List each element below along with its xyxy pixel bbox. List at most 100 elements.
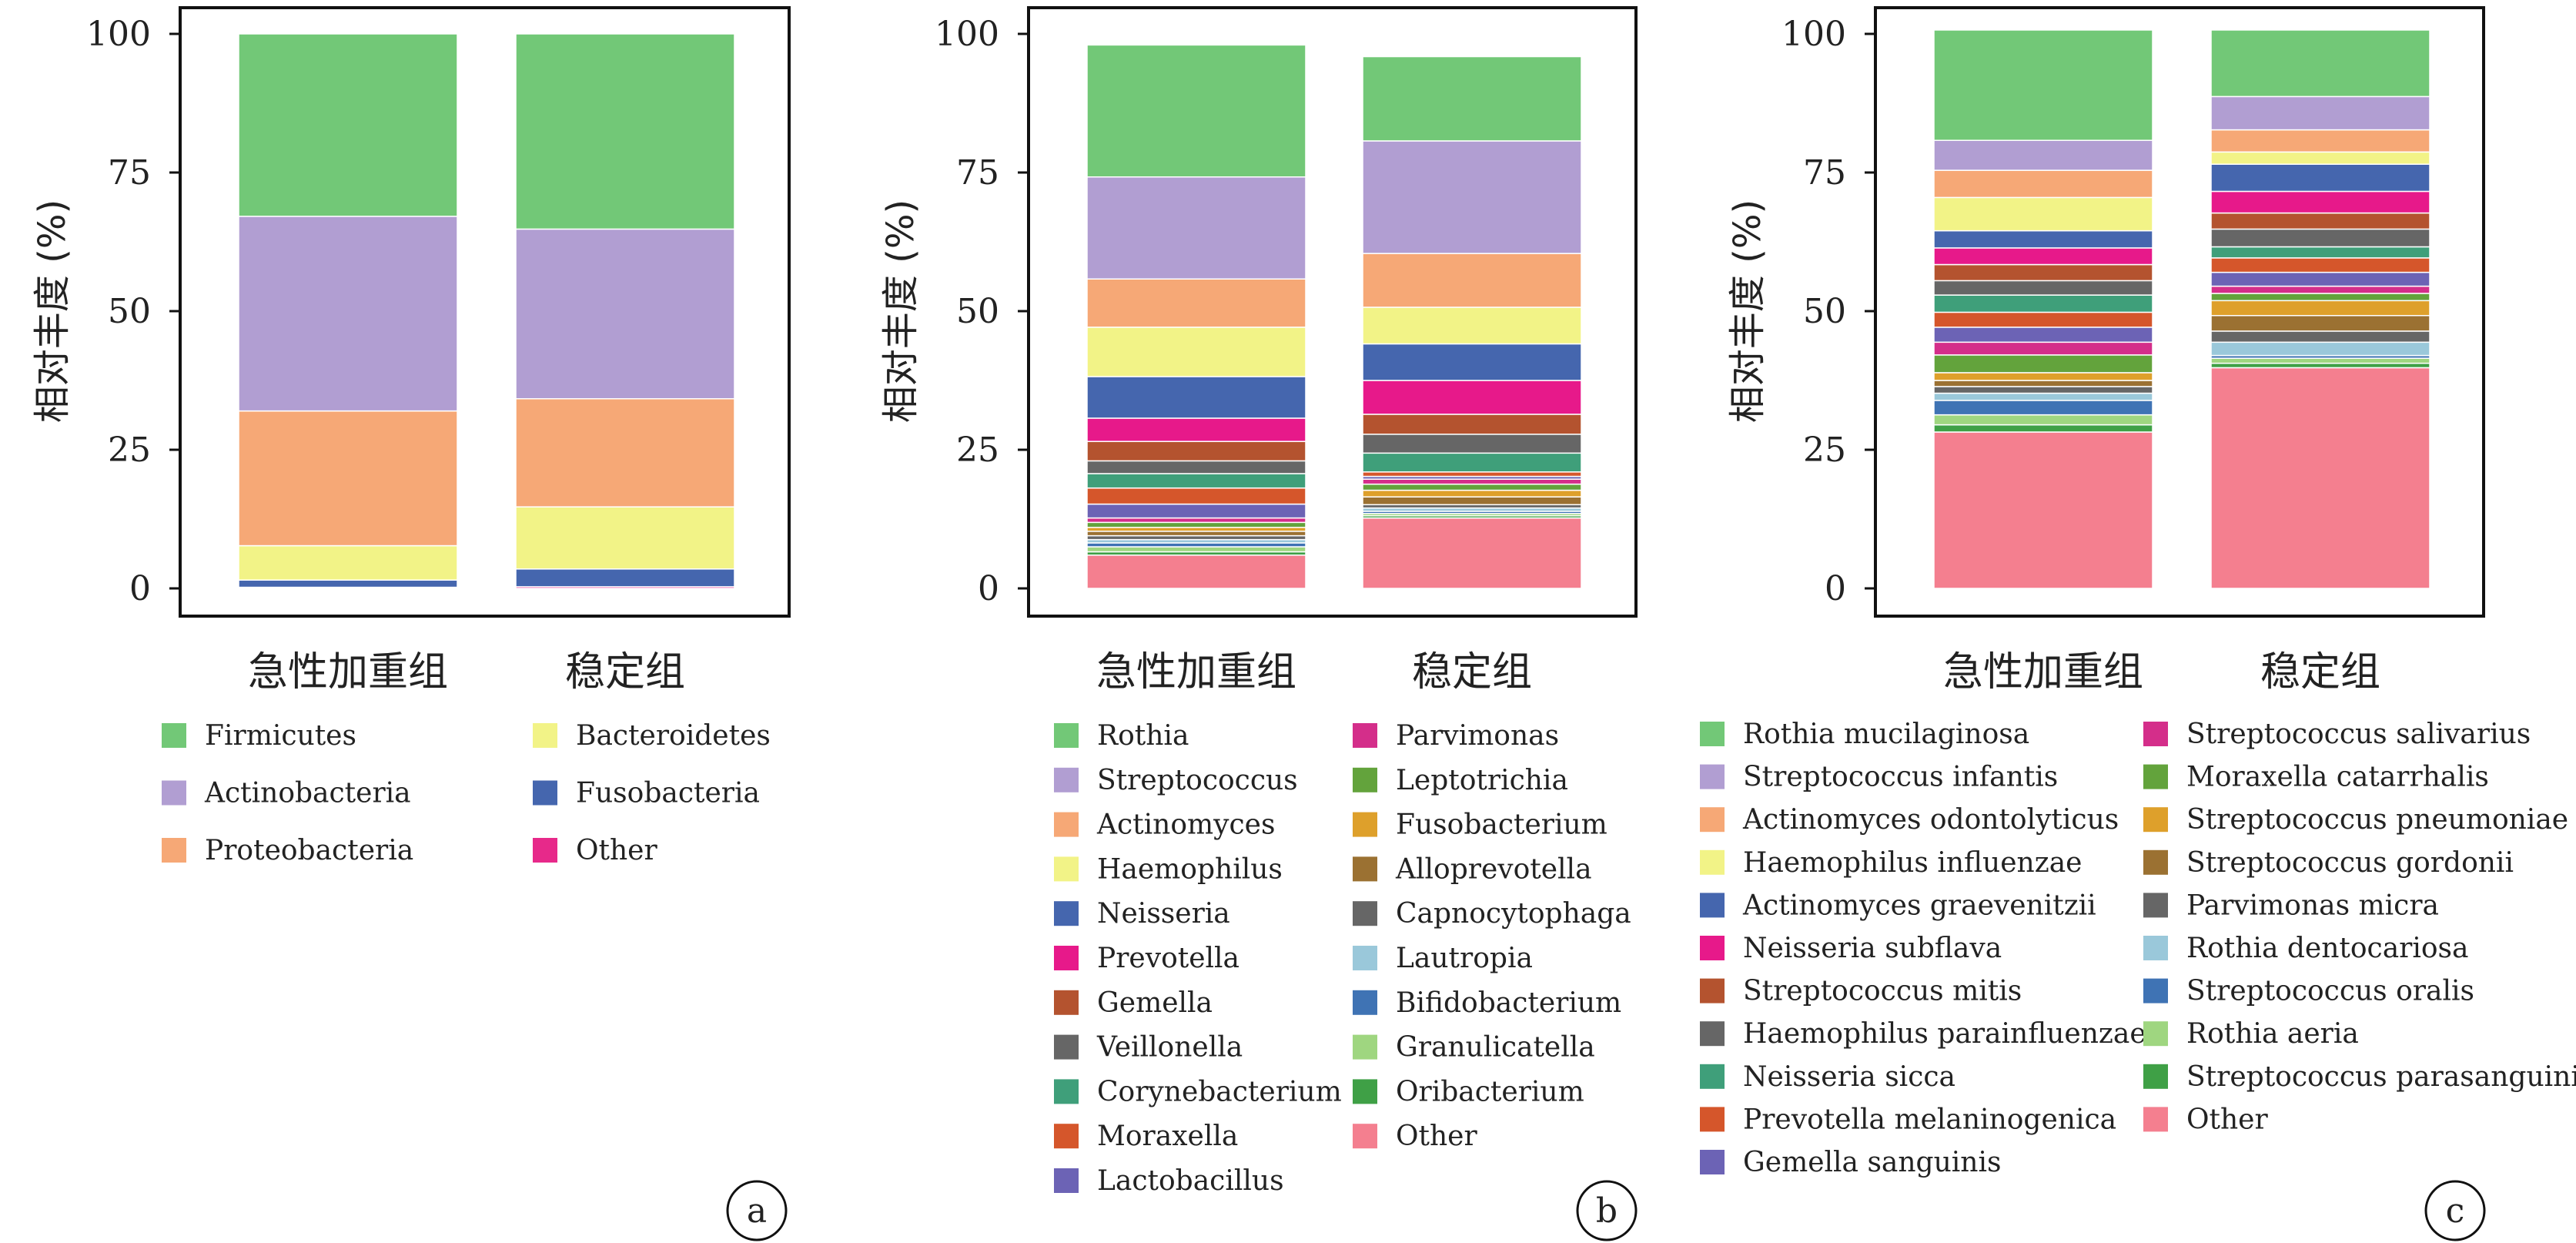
legend-label: Veillonella: [1096, 1032, 1243, 1064]
legend-label: Actinomyces odontolyticus: [1742, 804, 2119, 836]
legend-swatch-streptococcus: [1054, 767, 1079, 792]
legend-label: Rothia mucilaginosa: [1743, 719, 2029, 750]
y-tick-label: 0: [129, 569, 151, 608]
legend-swatch-alloprevotella: [1353, 856, 1377, 882]
legend-swatch-proteobacteria: [162, 838, 186, 863]
legend-label: Streptococcus gordonii: [2186, 847, 2514, 879]
x-category-label: 稳定组: [2260, 649, 2380, 695]
bar-segment-streptococcus-infantis-1: [2210, 95, 2430, 131]
y-axis-label: 相对丰度 (%): [1726, 199, 1769, 423]
legend-label: Streptococcus pneumoniae: [2186, 804, 2568, 836]
y-tick-label: 75: [956, 153, 999, 193]
y-tick-label: 25: [1803, 431, 1846, 470]
x-category-label: 急性加重组: [1096, 649, 1296, 695]
legend-swatch-prevotella: [1054, 946, 1079, 970]
bar-segment-actinomyces-0: [1086, 278, 1306, 328]
legend-label: Neisseria: [1097, 898, 1230, 930]
bar-segment-rothia-mucilaginosa-1: [2210, 29, 2430, 98]
panel-letter: c: [2446, 1191, 2465, 1231]
bar-segment-rothia-0: [1086, 44, 1306, 178]
bar-segment-leptotrichia-0: [1086, 521, 1306, 528]
legend-label: Actinomyces graevenitzii: [1742, 890, 2096, 921]
legend-swatch-bifidobacterium: [1353, 990, 1377, 1015]
y-tick-label: 0: [1825, 569, 1846, 608]
legend-label: Haemophilus influenzae: [1743, 847, 2082, 879]
legend-swatch-streptococcus-parasanguinis: [2143, 1064, 2168, 1089]
bar-segment-other-1: [2210, 367, 2430, 589]
legend-swatch-haemophilus-influenzae: [1700, 849, 1725, 875]
bar-segment-haemophilus-parainfluenzae-1: [2210, 228, 2430, 248]
bar-segment-haemophilus-0: [1086, 327, 1306, 377]
legend-swatch-rothia: [1054, 723, 1079, 748]
bar-segment-parvimonas-0: [1086, 517, 1306, 524]
legend-swatch-streptococcus-pneumoniae: [2143, 807, 2168, 833]
x-category-label: 稳定组: [1412, 649, 1532, 695]
legend-swatch-firmicutes: [162, 723, 186, 748]
bar-segment-firmicutes-1: [515, 33, 735, 230]
bar-segment-parvimonas-1: [1362, 478, 1582, 485]
bar-segment-streptococcus-gordonii-1: [2210, 315, 2430, 332]
panel-letter: b: [1596, 1191, 1618, 1231]
bar-segment-prevotella-melaninogenica-0: [1933, 311, 2153, 328]
legend-swatch-haemophilus: [1054, 856, 1079, 882]
legend-swatch-fusobacteria: [533, 780, 557, 806]
bar-segment-parvimonas-micra-1: [2210, 330, 2430, 343]
bar-segment-corynebacterium-0: [1086, 473, 1306, 489]
legend-label: Other: [1396, 1121, 1477, 1152]
legend-swatch-haemophilus-parainfluenzae: [1700, 1021, 1725, 1047]
bar-segment-neisseria-1: [1362, 343, 1582, 381]
legend-label: Rothia aeria: [2186, 1018, 2359, 1050]
bar-segment-streptococcus-parasanguinis-1: [2210, 362, 2430, 369]
legend-swatch-neisseria: [1054, 901, 1079, 926]
bar-segment-rothia-1: [1362, 55, 1582, 142]
legend-swatch-leptotrichia: [1353, 767, 1377, 792]
legend-swatch-corynebacterium: [1054, 1079, 1079, 1104]
plot-frame: [1027, 6, 1638, 618]
plot-frame: [179, 6, 791, 618]
bar-segment-haemophilus-1: [1362, 307, 1582, 345]
x-category-label: 稳定组: [565, 649, 685, 695]
bar-segment-moraxella-catarrhalis-1: [2210, 293, 2430, 302]
legend-label: Fusobacteria: [576, 778, 760, 809]
y-tick-label: 25: [108, 431, 151, 470]
legend-swatch-parvimonas-micra: [2143, 893, 2168, 918]
bar-segment-corynebacterium-1: [1362, 452, 1582, 473]
legend-swatch-neisseria-sicca: [1700, 1064, 1725, 1089]
bar-segment-leptotrichia-1: [1362, 483, 1582, 491]
y-tick-label: 100: [86, 15, 151, 54]
legend-label: Lactobacillus: [1097, 1165, 1284, 1197]
legend-label: Haemophilus: [1097, 853, 1283, 885]
legend-swatch-parvimonas: [1353, 723, 1377, 748]
legend-swatch-actinomyces-graevenitzii: [1700, 893, 1725, 918]
bar-segment-fusobacteria-0: [238, 579, 458, 588]
panel-letter: a: [747, 1191, 767, 1231]
bar-segment-actinobacteria-1: [515, 228, 735, 400]
bar-segment-rothia-aeria-1: [2210, 357, 2430, 364]
y-tick-label: 0: [978, 569, 999, 608]
legend-label: Alloprevotella: [1395, 853, 1592, 885]
legend-swatch-prevotella-melaninogenica: [1700, 1107, 1725, 1132]
bar-segment-prevotella-1: [1362, 380, 1582, 415]
legend-label: Parvimonas: [1396, 720, 1559, 752]
y-tick-label: 100: [935, 15, 999, 54]
legend-swatch-actinomyces: [1054, 812, 1079, 837]
legend-label: Streptococcus salivarius: [2186, 719, 2531, 750]
bar-segment-neisseria-subflava-1: [2210, 190, 2430, 214]
legend-swatch-granulicatella: [1353, 1034, 1377, 1060]
legend-swatch-rothia-mucilaginosa: [1700, 722, 1725, 746]
legend-swatch-moraxella: [1054, 1124, 1079, 1149]
legend-swatch-streptococcus-infantis: [1700, 764, 1725, 789]
bar-segment-rothia-dentocariosa-1: [2210, 341, 2430, 357]
bar-segment-streptococcus-pneumoniae-1: [2210, 300, 2430, 317]
panel-letter-circle: [726, 1180, 788, 1241]
bar-segment-streptococcus-parasanguinis-0: [1933, 424, 2153, 433]
legend-label: Haemophilus parainfluenzae: [1743, 1018, 2146, 1050]
bar-segment-neisseria-sicca-0: [1933, 294, 2153, 313]
panel-c: 0 25 50 75 100 急性加重组 稳定组 相对丰度 (%) Rothia mucilag…: [1700, 6, 2576, 1241]
legend-label: Proteobacteria: [205, 835, 413, 866]
legend-label: Rothia dentocariosa: [2186, 933, 2469, 964]
legend-label: Corynebacterium: [1097, 1076, 1342, 1107]
legend-label: Parvimonas micra: [2186, 890, 2439, 921]
bar-segment-streptococcus-mitis-1: [2210, 212, 2430, 230]
bar-segment-veillonella-0: [1086, 460, 1306, 474]
